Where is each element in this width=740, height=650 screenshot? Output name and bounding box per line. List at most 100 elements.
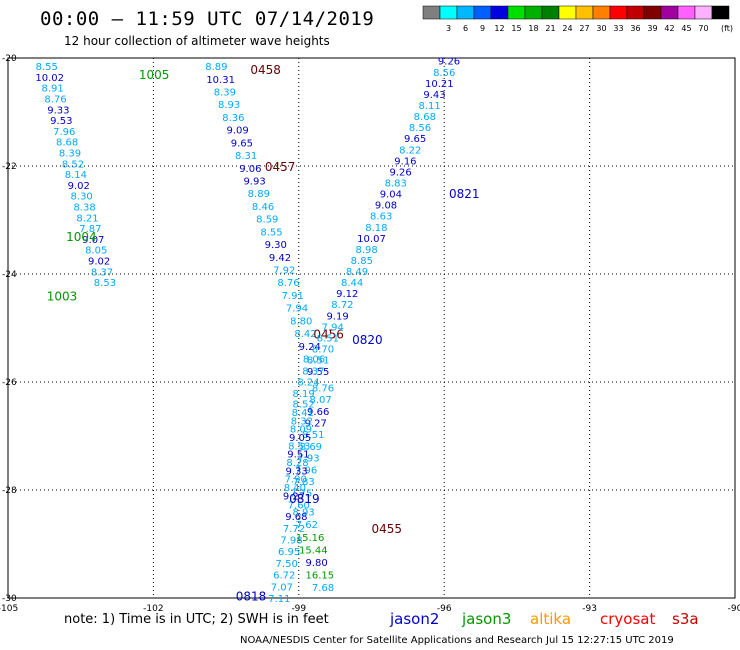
chart-title: 00:00 – 11:59 UTC 07/14/2019 bbox=[40, 8, 375, 30]
wave-height-value: 9.33 bbox=[47, 105, 69, 116]
footer-credit: NOAA/NESDIS Center for Satellite Applica… bbox=[240, 635, 674, 646]
colorbar-label: 6 bbox=[463, 24, 468, 33]
colorbar-label: 18 bbox=[528, 24, 538, 33]
colorbar-unit: (ft) bbox=[721, 24, 733, 33]
wave-height-value: 8.05 bbox=[85, 246, 107, 257]
wave-height-value: 8.56 bbox=[433, 68, 455, 79]
wave-height-value: 9.06 bbox=[239, 164, 261, 175]
wave-height-value: 7.83 bbox=[293, 477, 315, 488]
wave-height-value: 8.44 bbox=[341, 278, 363, 289]
wave-height-value: 9.12 bbox=[336, 289, 358, 300]
pass-time-label: 1005 bbox=[139, 68, 170, 82]
wave-height-value: 9.09 bbox=[226, 126, 248, 137]
satellite-legend-altika: altika bbox=[530, 610, 572, 628]
pass-time-label: 1003 bbox=[47, 290, 78, 304]
wave-height-value: 8.39 bbox=[214, 88, 236, 99]
wave-height-value: 8.32 bbox=[291, 416, 313, 427]
colorbar-label: 39 bbox=[647, 24, 657, 33]
wave-height-value: 8.51 bbox=[307, 356, 329, 367]
wave-height-value: 8.19 bbox=[293, 389, 315, 400]
colorbar-label: 3 bbox=[446, 24, 451, 33]
colorbar-label: 36 bbox=[630, 24, 640, 33]
wave-height-value: 9.33 bbox=[285, 466, 307, 477]
wave-height-value: 8.98 bbox=[356, 245, 378, 256]
y-tick-label: -26 bbox=[2, 378, 17, 388]
colorbar-swatch bbox=[626, 5, 645, 20]
wave-height-value: 8.52 bbox=[62, 159, 84, 170]
wave-height-value: 9.66 bbox=[307, 407, 329, 418]
x-tick-label: -93 bbox=[582, 604, 597, 614]
colorbar-swatch bbox=[677, 5, 696, 20]
colorbar-swatch bbox=[592, 5, 611, 20]
wave-height-value: 8.21 bbox=[76, 213, 98, 224]
wave-height-value: 7.92 bbox=[273, 266, 295, 277]
wave-height-value: 9.80 bbox=[305, 558, 327, 569]
wave-height-value: 8.38 bbox=[73, 203, 95, 214]
colorbar-label: 9 bbox=[480, 24, 485, 33]
colorbar-swatch bbox=[575, 5, 594, 20]
colorbar-swatch bbox=[456, 5, 475, 20]
colorbar-label: 42 bbox=[664, 24, 674, 33]
wave-height-value: 8.56 bbox=[409, 123, 431, 134]
colorbar-label: 12 bbox=[494, 24, 504, 33]
wave-height-value: 9.42 bbox=[269, 253, 291, 264]
wave-height-value: 8.51 bbox=[317, 333, 339, 344]
wave-height-value: 9.65 bbox=[231, 138, 253, 149]
colorbar-swatch bbox=[422, 5, 441, 20]
wave-height-value: 10.21 bbox=[425, 79, 454, 90]
wave-height-value: 7.50 bbox=[276, 559, 298, 570]
wave-height-value: 15.44 bbox=[299, 545, 328, 556]
colorbar-label: 15 bbox=[511, 24, 521, 33]
pass-time-label: 0455 bbox=[372, 522, 403, 536]
x-tick-label: -90 bbox=[728, 604, 740, 614]
pass-time-label: 0820 bbox=[352, 333, 383, 347]
satellite-legend-cryosat: cryosat bbox=[600, 610, 656, 628]
wave-height-value: 9.93 bbox=[243, 177, 265, 188]
wave-height-value: 8.37 bbox=[302, 367, 324, 378]
wave-height-value: 8.52 bbox=[293, 400, 315, 411]
wave-height-value: 9.24 bbox=[299, 342, 321, 353]
wave-height-value: 8.68 bbox=[56, 138, 78, 149]
wave-height-value: 10.02 bbox=[35, 73, 64, 84]
pass-time-label: 0819 bbox=[289, 492, 320, 506]
wave-height-value: 9.65 bbox=[404, 134, 426, 145]
wave-height-value: 10.31 bbox=[206, 75, 235, 86]
wave-height-value: 8.46 bbox=[252, 202, 274, 213]
y-tick-label: -30 bbox=[2, 594, 17, 604]
wave-height-value: 9.27 bbox=[305, 419, 327, 430]
plot-frame bbox=[7, 57, 736, 599]
wave-height-value: 7.94 bbox=[322, 322, 344, 333]
wave-height-value: 10.07 bbox=[357, 234, 386, 245]
wave-height-value: 8.55 bbox=[36, 62, 58, 73]
colorbar-label: 45 bbox=[681, 24, 691, 33]
wave-height-value: 8.28 bbox=[286, 458, 308, 469]
wave-height-value: 8.18 bbox=[365, 223, 387, 234]
wave-height-value: 7.98 bbox=[280, 536, 302, 547]
colorbar-label: 70 bbox=[698, 24, 708, 33]
wave-height-value: 8.55 bbox=[260, 227, 282, 238]
wave-height-value: 9.02 bbox=[88, 257, 110, 268]
colorbar-label: 21 bbox=[545, 24, 555, 33]
wave-height-value: 8.72 bbox=[331, 300, 353, 311]
chart-subtitle: 12 hour collection of altimeter wave hei… bbox=[64, 34, 330, 48]
x-tick-label: -102 bbox=[143, 604, 163, 614]
wave-height-value: 8.80 bbox=[290, 316, 312, 327]
wave-height-value: 9.27 bbox=[283, 491, 305, 502]
wave-height-value: 8.06 bbox=[303, 354, 325, 365]
wave-height-value: 8.76 bbox=[44, 95, 66, 106]
wave-height-value: 9.26 bbox=[438, 57, 460, 68]
wave-height-value: 9.08 bbox=[375, 201, 397, 212]
y-tick-label: -22 bbox=[2, 162, 17, 172]
wave-height-value: 8.51 bbox=[302, 430, 324, 441]
wave-height-value: 7.68 bbox=[312, 583, 334, 594]
wave-height-value: 8.91 bbox=[41, 84, 63, 95]
wave-height-value: 8.76 bbox=[312, 383, 334, 394]
footer-note: note: 1) Time is in UTC; 2) SWH is in fe… bbox=[64, 612, 329, 627]
y-tick-label: -20 bbox=[2, 54, 17, 64]
wave-height-value: 7.90 bbox=[285, 475, 307, 486]
x-tick-label: -99 bbox=[291, 604, 306, 614]
wave-height-value: 8.76 bbox=[277, 278, 299, 289]
wave-height-value: 9.05 bbox=[289, 433, 311, 444]
wave-height-value: 8.93 bbox=[293, 508, 315, 519]
wave-height-value: 16.15 bbox=[305, 571, 334, 582]
